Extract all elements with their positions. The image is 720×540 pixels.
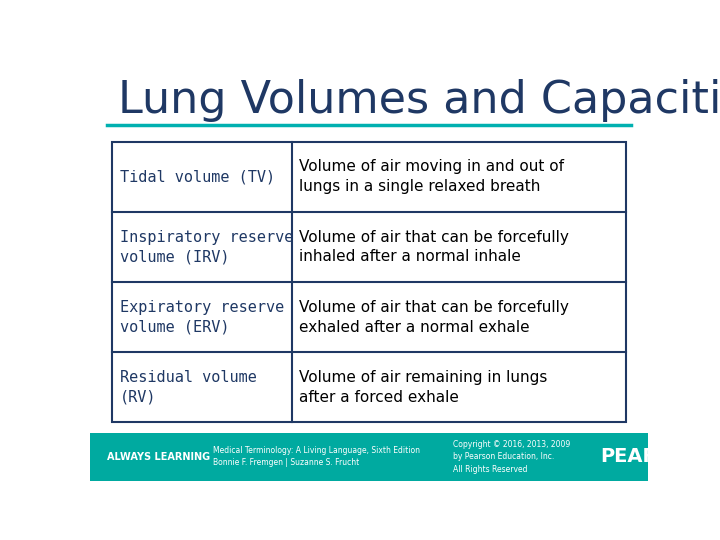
Text: Residual volume
(RV): Residual volume (RV) [120,370,256,404]
Text: ALWAYS LEARNING: ALWAYS LEARNING [107,451,210,462]
Text: Volume of air that can be forcefully
exhaled after a normal exhale: Volume of air that can be forcefully exh… [300,300,569,335]
Text: Volume of air that can be forcefully
inhaled after a normal inhale: Volume of air that can be forcefully inh… [300,230,569,265]
Text: Expiratory reserve
volume (ERV): Expiratory reserve volume (ERV) [120,300,284,335]
Text: Volume of air moving in and out of
lungs in a single relaxed breath: Volume of air moving in and out of lungs… [300,159,564,194]
Bar [112,141,626,422]
Text: Volume of air remaining in lungs
after a forced exhale: Volume of air remaining in lungs after a… [300,370,548,404]
Text: Lung Volumes and Capacities: Lung Volumes and Capacities [118,79,720,122]
Text: Medical Terminology: A Living Language, Sixth Edition
Bonnie F. Fremgen | Suzann: Medical Terminology: A Living Language, … [213,446,420,468]
Text: Inspiratory reserve
volume (IRV): Inspiratory reserve volume (IRV) [120,230,293,265]
Text: PEARSON: PEARSON [600,447,705,466]
Text: Copyright © 2016, 2013, 2009
by Pearson Education, Inc.
All Rights Reserved: Copyright © 2016, 2013, 2009 by Pearson … [453,440,570,474]
Bar [90,433,648,481]
Text: Tidal volume (TV): Tidal volume (TV) [120,170,275,184]
